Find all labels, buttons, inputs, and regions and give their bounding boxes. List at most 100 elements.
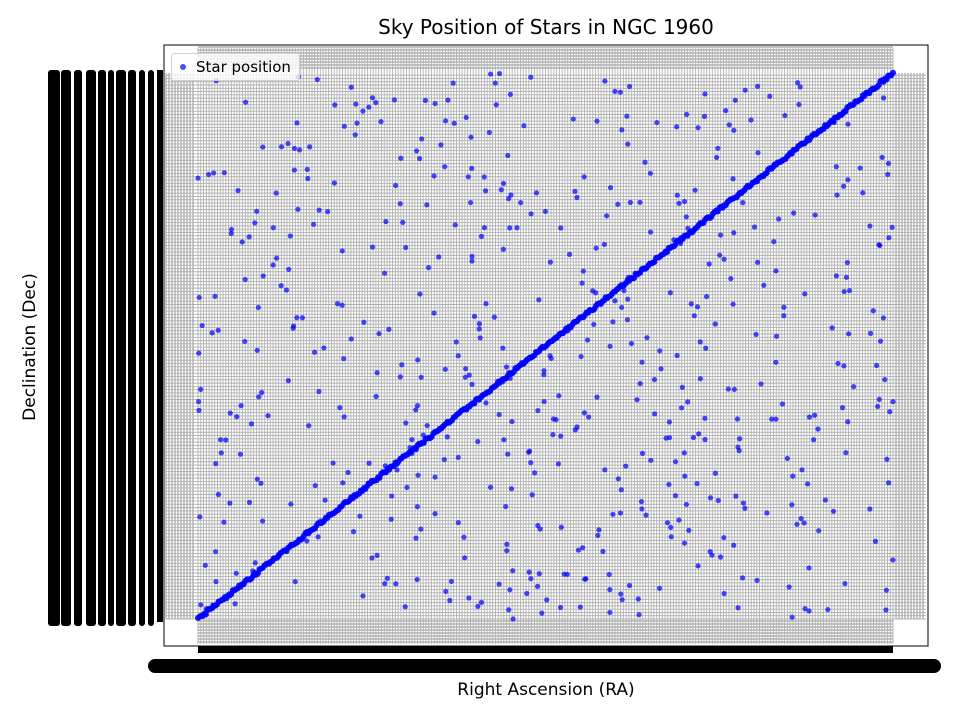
data-point [758,381,764,387]
data-point [558,524,564,530]
data-point [462,555,468,561]
data-point [348,336,354,342]
data-point [248,421,255,427]
y-tick-marks [157,70,163,622]
data-point [647,229,654,235]
data-point [781,313,787,319]
data-point [829,325,835,331]
data-point [235,187,241,194]
data-point [593,245,599,251]
data-point [681,540,688,546]
data-point [795,80,801,86]
data-point [580,545,586,551]
data-point [521,123,527,129]
data-point [255,304,261,311]
data-point [811,437,817,443]
data-point [475,603,481,610]
data-point [287,233,293,239]
data-point [676,517,682,523]
data-point [624,317,631,323]
data-point [322,497,328,503]
data-point [830,508,837,514]
data-point [196,350,202,356]
data-point [400,219,406,225]
data-point [373,99,379,106]
data-point [417,291,423,297]
data-point [607,609,613,616]
data-point [198,386,204,392]
data-point [683,501,690,508]
data-point [468,134,474,140]
data-point [496,581,502,587]
data-point [712,321,718,327]
data-point [442,164,448,170]
data-point [610,319,616,325]
data-point [504,548,510,554]
data-point [723,108,729,114]
data-point [215,327,221,333]
data-point [703,345,709,351]
data-point [625,141,631,147]
data-point [755,150,761,156]
data-point [337,405,343,411]
data-point [577,604,583,610]
data-point [841,183,847,189]
data-point [615,201,621,207]
data-point [507,587,513,593]
data-point [452,222,458,228]
data-point [734,416,741,422]
data-point [413,535,419,541]
data-point [726,122,732,128]
data-point [815,426,821,432]
data-point [453,339,459,345]
data-point [414,576,420,583]
data-point [735,605,741,611]
data-point [802,606,808,612]
data-point [857,165,863,171]
data-point [674,352,680,359]
data-point [304,538,310,544]
data-point [259,389,265,396]
data-point [715,145,721,151]
data-point [555,461,562,467]
data-point [751,224,758,230]
data-point [227,410,233,416]
data-point [386,326,392,332]
data-point [694,481,700,487]
data-point [635,596,641,602]
data-point [887,409,893,415]
data-point [607,343,613,349]
data-point [492,80,498,86]
data-point [285,378,291,384]
data-point [366,460,372,466]
data-point [692,187,698,193]
data-point [883,587,890,593]
data-point [402,604,408,610]
data-point [643,512,649,518]
data-point [802,291,808,297]
data-point [414,403,421,409]
data-point [366,104,372,110]
data-point [843,450,849,456]
data-point [872,538,879,544]
data-point [294,315,300,321]
data-point [634,397,640,403]
data-point [384,575,390,581]
data-point [528,576,534,582]
data-point [413,148,420,154]
data-point [779,401,786,407]
data-point [644,335,650,341]
data-point [196,407,202,413]
data-point [681,198,688,205]
data-point [509,418,515,425]
data-point [278,144,285,150]
data-point [508,192,514,198]
data-point [773,333,780,339]
data-point [369,95,376,101]
data-point [483,400,489,406]
data-point [256,394,262,400]
data-point [252,220,258,226]
data-point [215,491,221,498]
data-point [391,97,398,103]
